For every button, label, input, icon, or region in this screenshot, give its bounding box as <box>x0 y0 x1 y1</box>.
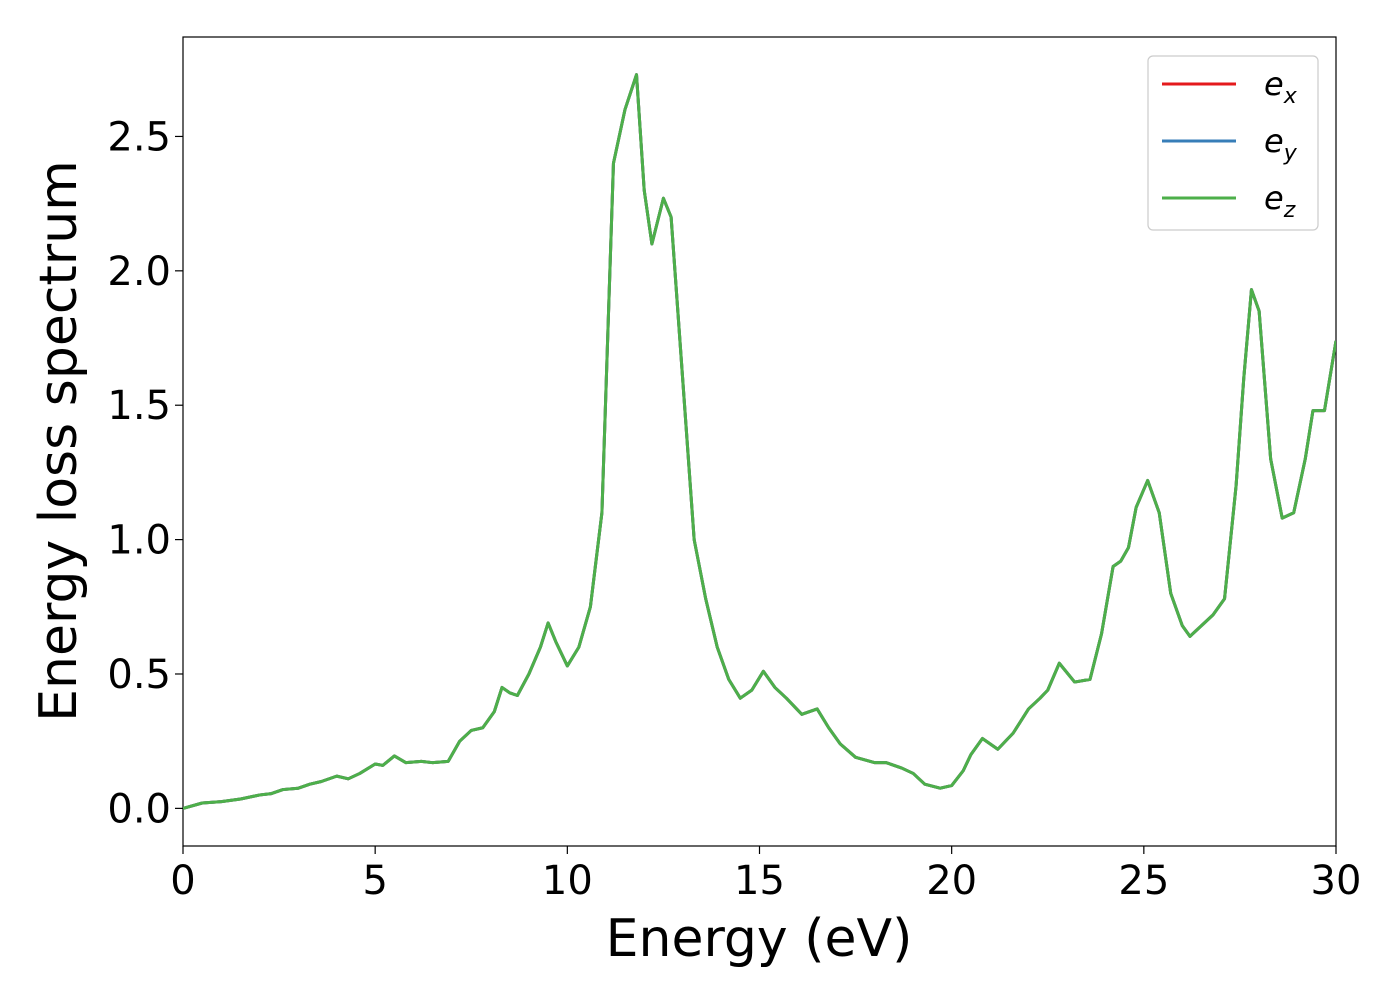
x-tick-label: 15 <box>734 858 785 904</box>
y-tick-label: 2.5 <box>107 114 171 160</box>
legend-label: ex <box>1264 65 1298 109</box>
x-tick-label: 30 <box>1311 858 1362 904</box>
x-tick-label: 10 <box>542 858 593 904</box>
x-axis-label: Energy (eV) <box>606 909 913 969</box>
y-axis-label: Energy loss spectrum <box>29 160 89 722</box>
x-tick-label: 0 <box>170 858 195 904</box>
y-tick-label: 0.5 <box>107 652 171 698</box>
legend-label: ey <box>1264 122 1298 166</box>
x-tick-label: 20 <box>926 858 977 904</box>
y-tick-label: 1.0 <box>107 518 171 564</box>
legend: ex ey ez <box>1147 55 1319 231</box>
y-tick-label: 1.5 <box>107 383 171 429</box>
y-axis: 0.0 0.5 1.0 1.5 2.0 2.5 <box>107 114 183 832</box>
y-tick-label: 0.0 <box>107 786 171 832</box>
x-tick-label: 5 <box>362 858 387 904</box>
legend-box <box>1147 55 1319 231</box>
x-axis: 0 5 10 15 20 25 30 <box>170 846 1361 904</box>
x-tick-label: 25 <box>1118 858 1169 904</box>
legend-label: ez <box>1264 179 1296 223</box>
y-tick-label: 2.0 <box>107 249 171 295</box>
series-line-e-z <box>183 73 1336 810</box>
